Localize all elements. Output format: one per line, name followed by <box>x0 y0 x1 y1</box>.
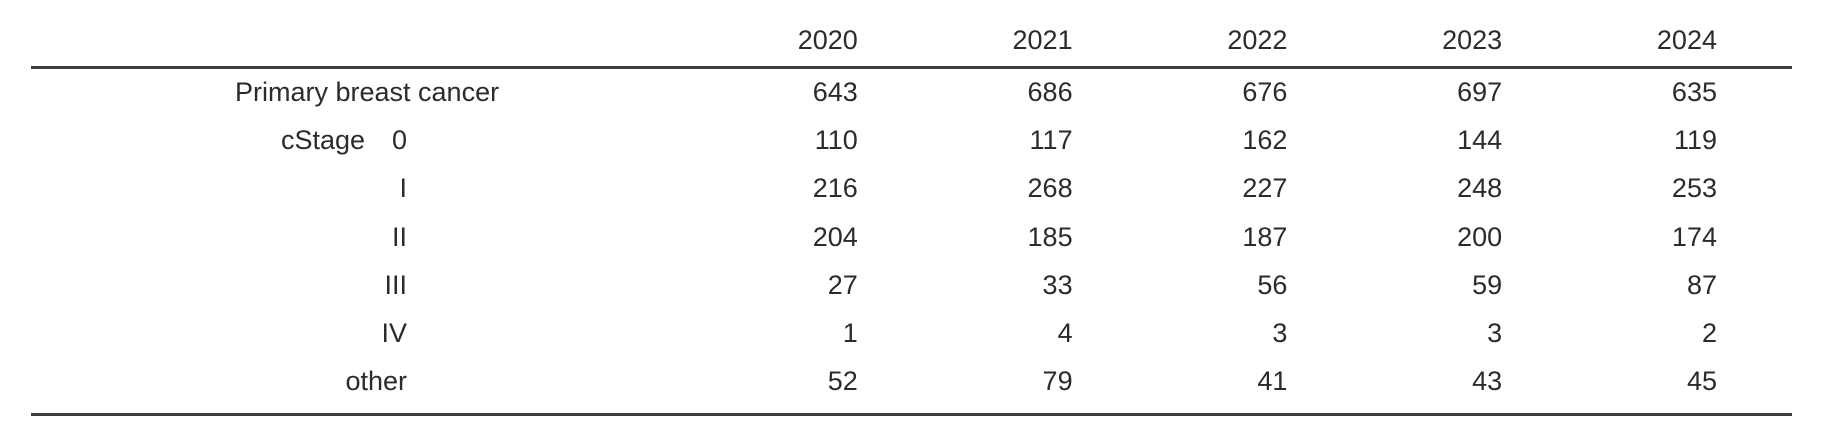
cell-value: 117 <box>1029 124 1073 155</box>
cell-value: 216 <box>812 173 858 204</box>
cell-value: 119 <box>1673 124 1717 155</box>
year-header-2024: 2024 <box>1656 25 1717 55</box>
cell-value: 1 <box>842 318 858 349</box>
cell-value: 110 <box>814 124 858 155</box>
row-label: I <box>399 173 407 204</box>
cell-value: 33 <box>1042 269 1073 300</box>
cell-value: 227 <box>1242 173 1288 204</box>
table-row-cstage-0: cStage 0 110 117 162 144 119 <box>0 116 1717 164</box>
row-label-cell: Primary breast cancer <box>0 68 643 116</box>
cell-value: 4 <box>1057 318 1073 349</box>
year-header-2023: 2023 <box>1442 25 1503 55</box>
cell-value: 56 <box>1257 269 1288 300</box>
table-top-rule <box>31 66 1792 69</box>
cell-value: 187 <box>1242 221 1288 252</box>
cell-value: 643 <box>812 76 858 107</box>
cell-value: 174 <box>1671 221 1717 252</box>
cell-value: 41 <box>1257 366 1288 397</box>
cell-value: 3 <box>1487 318 1503 349</box>
table-row-cstage-3: III 27 33 56 59 87 <box>0 261 1717 309</box>
cell-value: 79 <box>1042 366 1073 397</box>
year-header-2020: 2020 <box>797 25 858 55</box>
table-row-cstage-1: I 216 268 227 248 253 <box>0 165 1717 213</box>
table-row-cstage-2: II 204 185 187 200 174 <box>0 213 1717 261</box>
row-label-cell: IV <box>0 309 643 357</box>
cell-value: 268 <box>1027 173 1073 204</box>
row-label: 0 <box>391 124 407 155</box>
cell-value: 52 <box>827 366 858 397</box>
year-header-2021: 2021 <box>1012 25 1073 55</box>
cell-value: 185 <box>1027 221 1073 252</box>
cell-value: 45 <box>1686 366 1717 397</box>
row-label-prefix: cStage <box>280 124 365 155</box>
row-label: III <box>384 269 407 300</box>
row-label: IV <box>381 318 407 349</box>
table-row-other: other 52 79 41 43 45 <box>0 358 1717 406</box>
cell-value: 253 <box>1671 173 1717 204</box>
cell-value: 27 <box>827 269 858 300</box>
year-header-2022: 2022 <box>1227 25 1288 55</box>
table-header-row: 2020 2021 2022 2023 2024 <box>0 0 1717 68</box>
cell-value: 3 <box>1272 318 1288 349</box>
table-row-primary-breast-cancer: Primary breast cancer 643 686 676 697 63… <box>0 68 1717 116</box>
cell-value: 676 <box>1242 76 1288 107</box>
cell-value: 248 <box>1457 173 1503 204</box>
row-label-cell: II <box>0 213 643 261</box>
row-label: II <box>391 221 407 252</box>
row-label-cell: III <box>0 261 643 309</box>
header-corner-cell <box>0 0 643 68</box>
table-bottom-rule <box>31 413 1792 416</box>
cell-value: 2 <box>1701 318 1717 349</box>
cell-value: 87 <box>1686 269 1717 300</box>
row-label: Primary breast cancer <box>235 76 500 107</box>
cell-value: 43 <box>1472 366 1503 397</box>
row-label-cell: other <box>0 358 643 406</box>
cell-value: 144 <box>1457 124 1503 155</box>
row-label: other <box>345 366 407 397</box>
cell-value: 162 <box>1242 124 1288 155</box>
cell-value: 204 <box>812 221 858 252</box>
row-label-cell: I <box>0 165 643 213</box>
cell-value: 697 <box>1457 76 1503 107</box>
table-row-cstage-4: IV 1 4 3 3 2 <box>0 309 1717 357</box>
cell-value: 200 <box>1457 221 1503 252</box>
row-label-cell: cStage 0 <box>0 116 643 164</box>
data-table: 2020 2021 2022 2023 2024 Primary breast … <box>0 0 1717 406</box>
cell-value: 686 <box>1027 76 1073 107</box>
cell-value: 59 <box>1472 269 1503 300</box>
cell-value: 635 <box>1671 76 1717 107</box>
